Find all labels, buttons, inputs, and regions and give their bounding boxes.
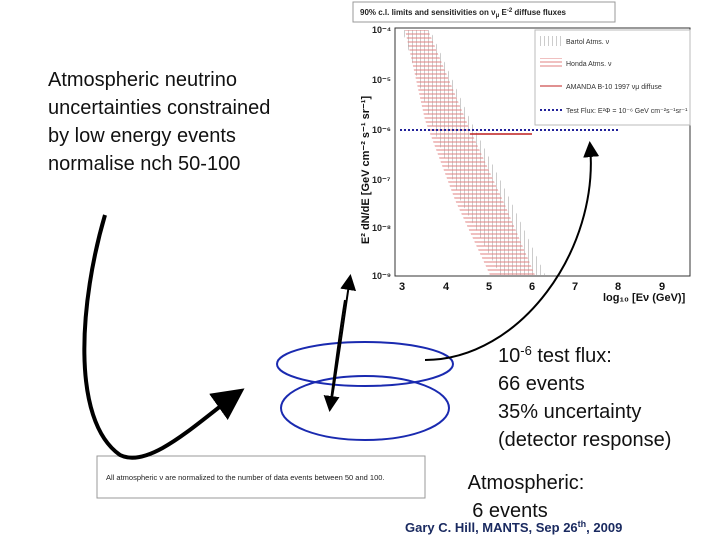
x-tick-label: 9	[659, 281, 665, 293]
legend-label: Honda Atms. ν	[566, 61, 612, 68]
plot-title-box	[352, 1, 616, 23]
x-tick-label: 6	[529, 281, 535, 293]
y-tick-label: 10⁻⁶	[372, 125, 391, 135]
y-tick-label: 10⁻⁴	[372, 25, 391, 35]
note-line: 35% uncertainty	[498, 401, 641, 423]
note-line: (detector response)	[498, 429, 671, 451]
x-tick-label: 3	[399, 281, 405, 293]
legend-label: AMANDA B-10 1997 νμ diffuse	[566, 84, 662, 91]
y-tick-label: 10⁻⁷	[372, 175, 391, 185]
legend-label: Bartol Atms. ν	[566, 39, 610, 46]
legend-swatch	[540, 36, 562, 46]
y-tick-label: 10⁻⁸	[372, 223, 391, 233]
note-line: Atmospheric:	[468, 472, 585, 494]
y-axis-label: E² dN/dE [GeV cm⁻² s⁻¹ sr⁻¹]	[360, 96, 372, 245]
note-line: 6 events	[472, 500, 548, 522]
note-line: 10-6 test flux:	[498, 343, 612, 367]
arrow	[424, 141, 600, 361]
inset-box	[96, 455, 426, 499]
x-tick-label: 5	[486, 281, 492, 293]
note-line: by low energy events	[48, 125, 236, 147]
note-line: Atmospheric neutrino	[48, 69, 237, 91]
note-line: normalise nch 50-100	[48, 153, 240, 175]
arrow	[82, 214, 245, 460]
ellipse	[276, 341, 454, 387]
note-line: 66 events	[498, 373, 585, 395]
legend-label: Test Flux: E²Φ = 10⁻⁶ GeV cm⁻²s⁻¹sr⁻¹	[566, 108, 688, 115]
plot-title: 90% c.l. limits and sensitivities on νμ …	[360, 8, 567, 19]
ellipse	[280, 375, 450, 441]
note-line: uncertainties constrained	[48, 97, 270, 119]
footer: Gary C. Hill, MANTS, Sep 26th, 2009	[405, 519, 622, 535]
arrow	[329, 274, 357, 411]
x-tick-label: 4	[443, 281, 450, 293]
x-tick-label: 7	[572, 281, 578, 293]
honda-band	[405, 30, 535, 275]
inset-text: All atmospheric ν are normalized to the …	[106, 473, 385, 482]
legend-swatch	[540, 58, 562, 68]
x-axis-label: log₁₀ [Eν (GeV)]	[603, 292, 686, 304]
y-tick-label: 10⁻⁹	[372, 271, 391, 281]
x-tick-label: 8	[615, 281, 621, 293]
y-tick-label: 10⁻⁵	[372, 75, 391, 85]
